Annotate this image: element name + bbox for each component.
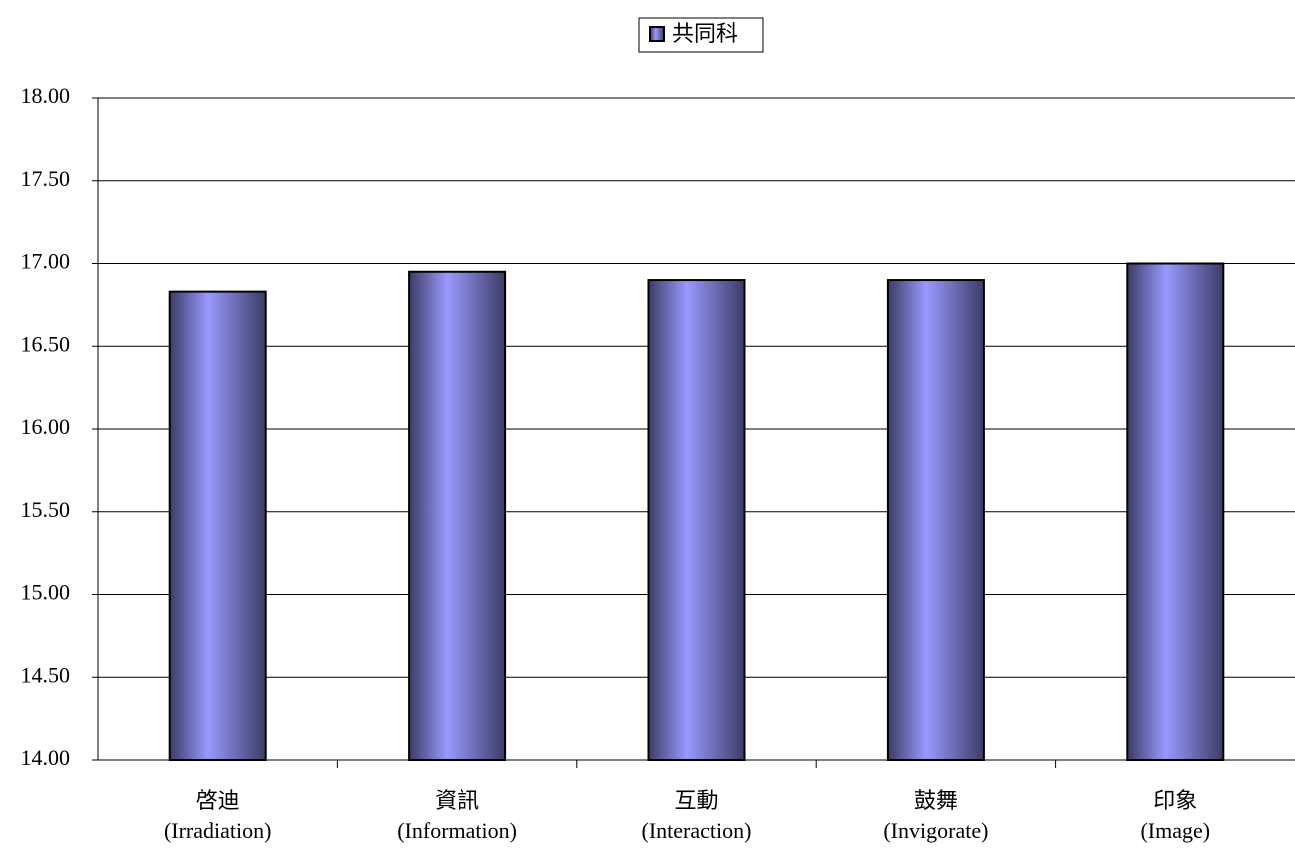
bar	[408, 270, 507, 761]
y-tick-label: 15.50	[21, 497, 71, 522]
bar	[1126, 262, 1225, 761]
y-tick-label: 16.50	[21, 331, 71, 356]
x-tick-label: 資訊 (Information)	[397, 788, 517, 843]
y-tick-label: 15.00	[21, 580, 71, 605]
y-tick-label: 14.50	[21, 662, 71, 687]
y-tick-label: 17.50	[21, 166, 71, 191]
y-tick-label: 16.00	[21, 414, 71, 439]
x-tick-label: 鼓舞 (Invigorate)	[883, 788, 989, 843]
y-tick-label: 18.00	[21, 83, 71, 108]
y-tick-label: 17.00	[21, 249, 71, 274]
x-tick-label: 啓迪 (Irradiation)	[163, 788, 272, 843]
legend-swatch	[649, 26, 665, 42]
legend-label: 共同科	[672, 21, 738, 46]
bar	[168, 290, 267, 761]
y-tick-label: 14.00	[21, 745, 71, 770]
x-tick-label: 印象 (Image)	[1140, 788, 1211, 843]
bar	[647, 279, 746, 761]
x-tick-label: 互動 (Interaction)	[641, 788, 752, 843]
bar	[886, 279, 985, 761]
